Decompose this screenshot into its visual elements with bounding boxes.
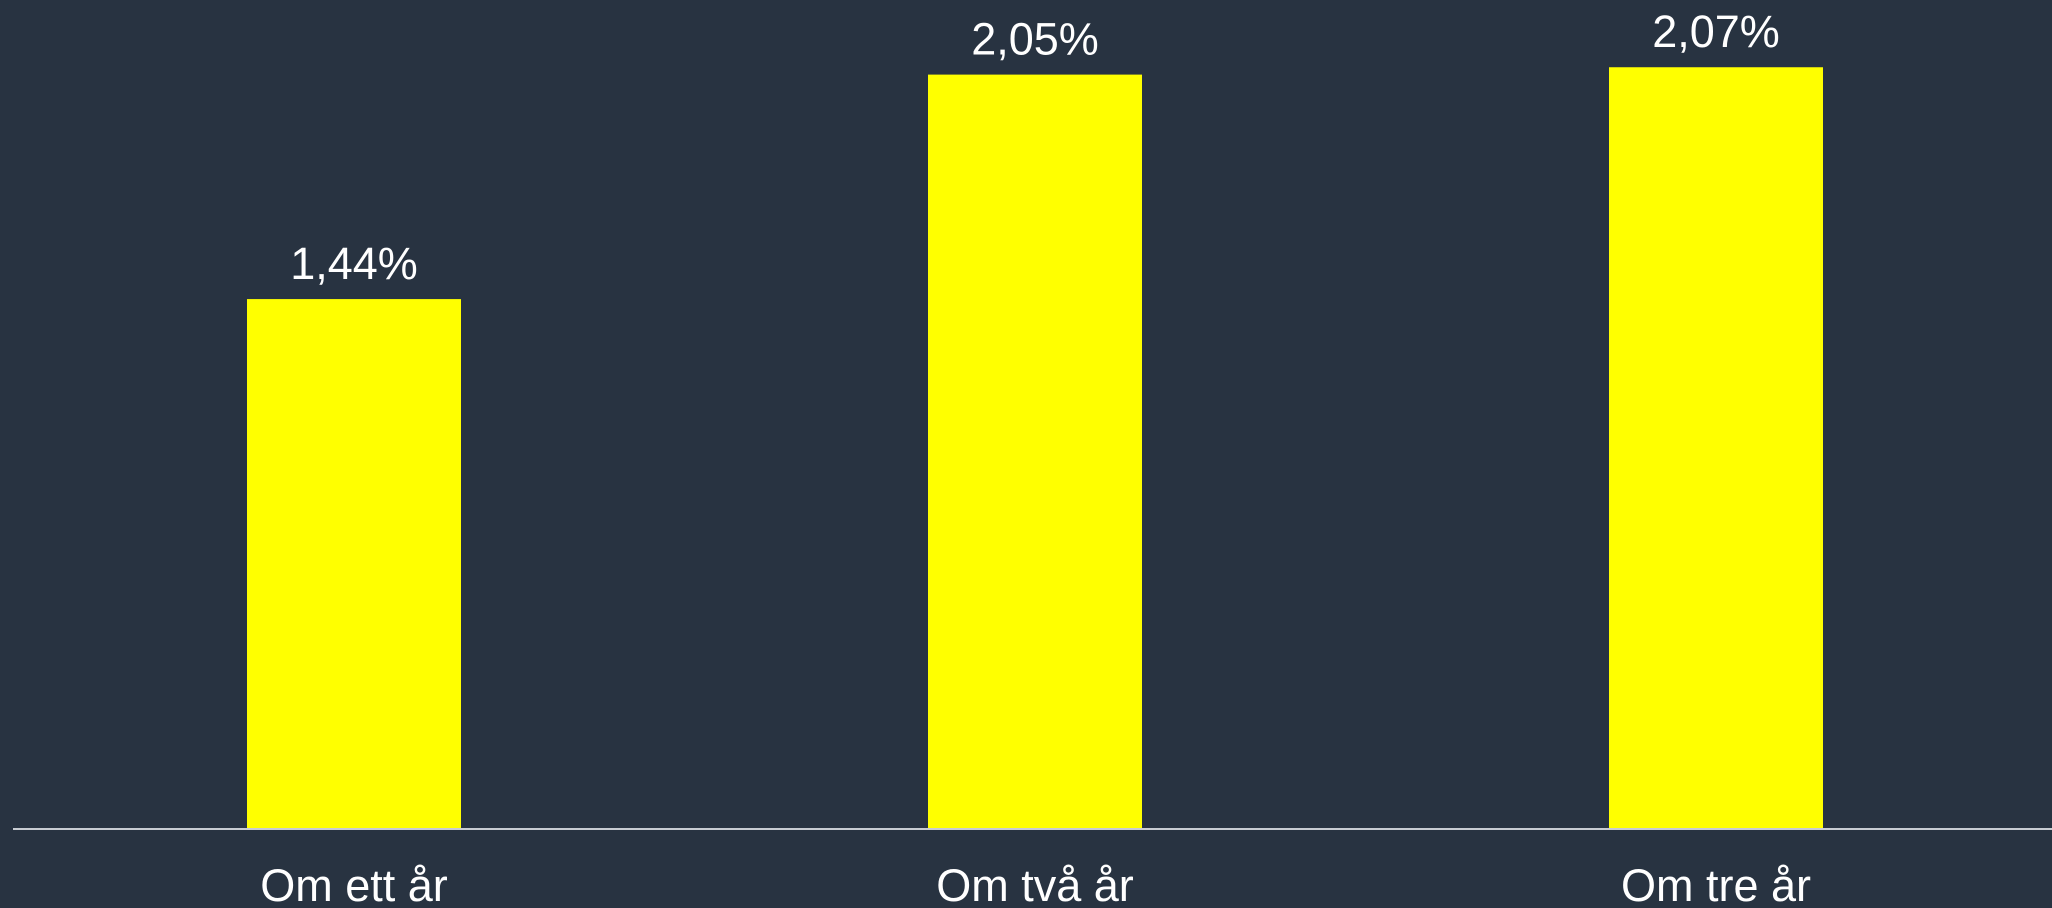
bar [928,74,1142,830]
data-label: 2,05% [971,14,1099,65]
x-tick-label: Om två år [936,860,1134,908]
data-label: 2,07% [1652,6,1780,57]
x-tick-label: Om tre år [1621,860,1811,908]
data-label: 1,44% [290,238,418,289]
bar [1609,67,1823,830]
x-tick-label: Om ett år [260,860,448,908]
bar [247,299,461,830]
